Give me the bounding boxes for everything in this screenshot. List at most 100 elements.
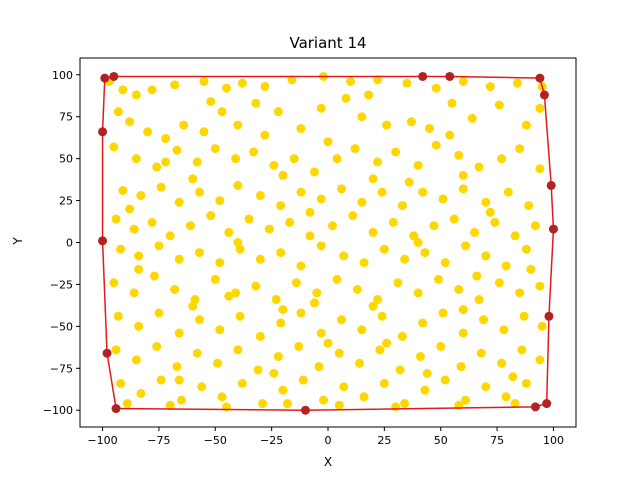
data-point	[515, 288, 525, 298]
data-point	[255, 254, 265, 264]
data-point	[481, 251, 491, 261]
data-point	[422, 368, 432, 378]
data-point	[391, 147, 401, 157]
data-point	[456, 362, 466, 372]
data-point	[368, 227, 378, 237]
data-point	[111, 214, 121, 224]
data-point	[147, 217, 157, 227]
data-point	[418, 318, 428, 328]
data-point	[276, 201, 286, 211]
data-point	[440, 375, 450, 385]
data-point	[537, 321, 547, 331]
data-point	[346, 76, 356, 86]
data-point	[524, 201, 534, 211]
data-point	[316, 328, 326, 338]
data-point	[152, 341, 162, 351]
hull-vertex	[445, 71, 455, 81]
data-point	[535, 103, 545, 113]
data-point	[521, 244, 531, 254]
data-point	[388, 217, 398, 227]
data-point	[521, 378, 531, 388]
y-axis: −100 −75 −50 −25 0 25 50 75 100	[43, 69, 80, 417]
data-point	[337, 315, 347, 325]
data-point	[375, 345, 385, 355]
data-point	[172, 362, 182, 372]
data-point	[197, 382, 207, 392]
data-point	[131, 154, 141, 164]
data-point	[458, 184, 468, 194]
data-point	[454, 284, 464, 294]
hull-vertex	[98, 127, 108, 137]
data-point	[194, 248, 204, 258]
data-point	[393, 278, 403, 288]
y-tick-label: −25	[50, 278, 73, 291]
data-point	[199, 127, 209, 137]
data-point	[129, 224, 139, 234]
data-point	[289, 154, 299, 164]
x-tick-label: −50	[204, 434, 227, 447]
data-point	[296, 261, 306, 271]
data-point	[170, 284, 180, 294]
data-point	[515, 144, 525, 154]
data-point	[467, 113, 477, 123]
data-point	[215, 258, 225, 268]
data-point	[185, 221, 195, 231]
hull-line	[101, 75, 555, 411]
data-point	[377, 187, 387, 197]
data-point	[474, 295, 484, 305]
data-point	[165, 400, 175, 410]
data-point	[494, 278, 504, 288]
data-point	[149, 271, 159, 281]
data-point	[125, 204, 135, 214]
data-point	[395, 365, 405, 375]
data-point	[454, 150, 464, 160]
data-point	[512, 78, 522, 88]
data-point	[458, 305, 468, 315]
data-point	[269, 368, 279, 378]
data-point	[215, 196, 225, 206]
data-point	[309, 167, 319, 177]
x-tick-label: −75	[147, 434, 170, 447]
hull-vertex	[548, 224, 558, 234]
data-point	[413, 160, 423, 170]
data-point	[233, 345, 243, 355]
data-point	[391, 402, 401, 412]
hull-vertex	[539, 90, 549, 100]
hull-vertex	[109, 71, 119, 81]
data-point	[497, 154, 507, 164]
data-point	[400, 399, 410, 409]
data-point	[276, 318, 286, 328]
data-point	[445, 130, 455, 140]
x-axis-label: X	[324, 455, 332, 469]
data-point	[233, 180, 243, 190]
data-point	[156, 375, 166, 385]
data-point	[458, 170, 468, 180]
data-point	[397, 331, 407, 341]
data-point	[339, 382, 349, 392]
data-point	[206, 211, 216, 221]
data-point	[447, 98, 457, 108]
data-point	[253, 365, 263, 375]
data-point	[497, 358, 507, 368]
data-point	[251, 98, 261, 108]
x-tick-label: 25	[377, 434, 391, 447]
data-point	[179, 120, 189, 130]
data-point	[273, 107, 283, 117]
data-point	[458, 328, 468, 338]
data-point	[368, 174, 378, 184]
data-point	[134, 264, 144, 274]
y-tick-label: 75	[59, 111, 73, 124]
data-point	[314, 362, 324, 372]
data-point	[217, 392, 227, 402]
data-point	[217, 107, 227, 117]
data-point	[134, 321, 144, 331]
x-tick-label: −100	[87, 434, 117, 447]
data-point	[494, 100, 504, 110]
data-point	[113, 107, 123, 117]
x-tick-label: 75	[490, 434, 504, 447]
data-point	[210, 144, 220, 154]
data-point	[510, 231, 520, 241]
data-point	[373, 75, 383, 85]
data-point	[131, 90, 141, 100]
data-point	[431, 140, 441, 150]
